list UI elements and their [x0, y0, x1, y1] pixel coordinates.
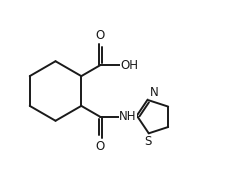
Text: N: N: [150, 86, 159, 99]
Text: OH: OH: [120, 59, 138, 72]
Text: O: O: [96, 140, 105, 153]
Text: O: O: [96, 29, 105, 42]
Text: S: S: [145, 135, 152, 148]
Text: NH: NH: [119, 110, 137, 123]
